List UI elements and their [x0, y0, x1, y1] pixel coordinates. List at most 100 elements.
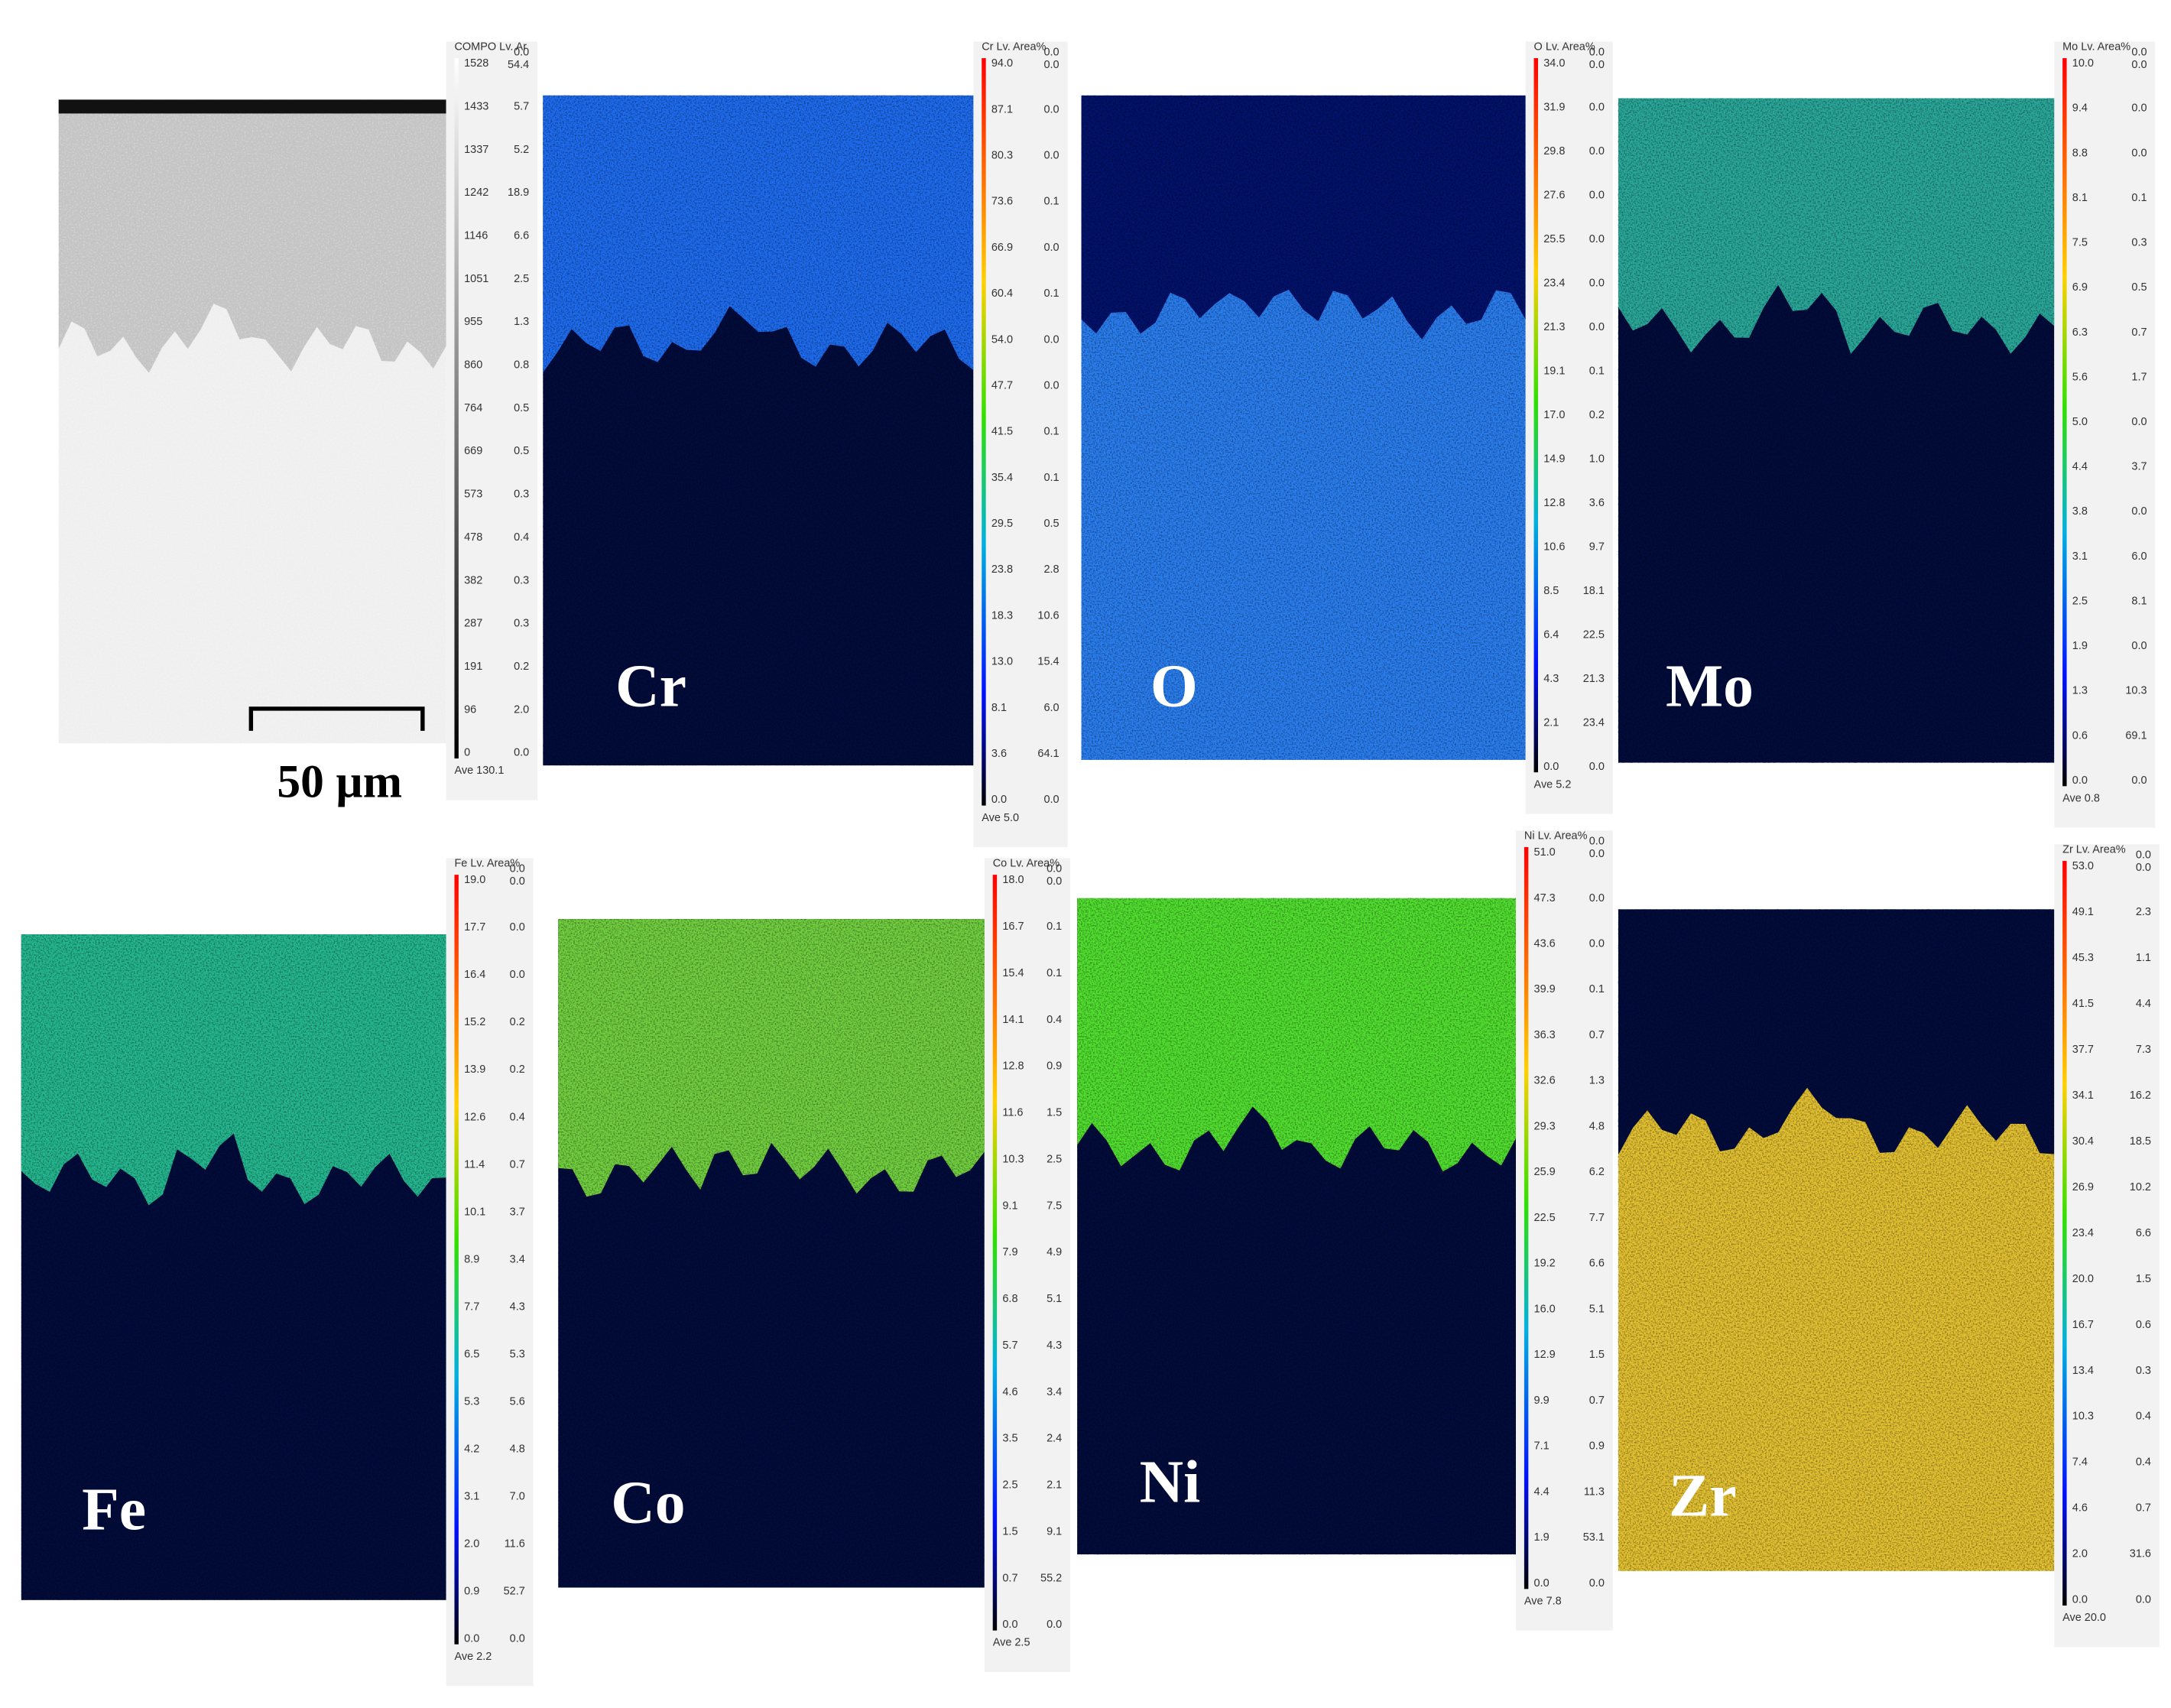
area-label: 5.7 — [514, 100, 529, 112]
map-panel: Mo Mo Lv. Area% 10.0 9.4 8.8 8.1 7.5 6.9 6.3 5.6 5… — [1618, 41, 2156, 828]
area-label: 0.0 — [1043, 149, 1059, 161]
scale-header: Fe Lv. Area% — [454, 858, 520, 870]
area-label: 0.0 — [1043, 794, 1059, 806]
area-label: 0.4 — [1047, 1014, 1062, 1026]
area-label: 0.5 — [514, 445, 529, 457]
element-label: Cr — [615, 652, 686, 719]
average-label: Ave 130.1 — [454, 765, 504, 777]
level-label: 49.1 — [2072, 906, 2094, 918]
area-label: 0.1 — [1047, 967, 1062, 979]
area-label: 4.8 — [1589, 1120, 1605, 1132]
level-label: 8.5 — [1543, 585, 1559, 597]
area-label: 0.3 — [514, 489, 529, 501]
area-label: 0.0 — [1043, 379, 1059, 391]
level-label: 32.6 — [1534, 1075, 1556, 1087]
level-label: 0.0 — [1543, 761, 1559, 773]
average-label: Ave 7.8 — [1524, 1595, 1562, 1607]
level-label: 4.3 — [1543, 673, 1559, 685]
area-label: 0.4 — [2136, 1456, 2151, 1469]
element-label: Zr — [1669, 1463, 1736, 1530]
coating-edge — [58, 99, 446, 114]
level-label: 29.5 — [991, 518, 1013, 530]
map-grain — [1077, 898, 1517, 1555]
level-label: 12.8 — [1002, 1060, 1024, 1073]
level-label: 30.4 — [2072, 1135, 2094, 1148]
area-label: 3.6 — [1589, 497, 1605, 509]
level-label: 12.6 — [464, 1111, 485, 1123]
area-label: 52.7 — [504, 1585, 525, 1597]
level-label: 96 — [464, 703, 476, 716]
level-label: 36.3 — [1534, 1029, 1556, 1041]
area-label: 0.0 — [1589, 761, 1605, 773]
level-label: 17.7 — [464, 921, 485, 934]
level-label: 5.3 — [464, 1395, 479, 1408]
area-label: 18.9 — [508, 187, 529, 199]
area-label: 0.0 — [2131, 416, 2147, 428]
level-label: 10.1 — [464, 1206, 485, 1218]
level-label: 23.4 — [2072, 1227, 2094, 1239]
level-label: 23.4 — [1543, 278, 1565, 290]
area-label: 10.2 — [2130, 1181, 2151, 1193]
area-label: 4.3 — [1047, 1339, 1062, 1352]
area-label: 0.0 — [1589, 892, 1605, 904]
area-label: 0.0 — [1047, 863, 1062, 875]
level-label: 25.5 — [1543, 233, 1565, 245]
area-label: 1.3 — [514, 316, 529, 328]
level-label: 2.0 — [2072, 1548, 2088, 1560]
scale-header: Mo Lv. Area% — [2062, 41, 2130, 53]
level-label: 13.9 — [464, 1063, 485, 1076]
level-label: 6.9 — [2072, 281, 2088, 294]
area-label: 0.6 — [2136, 1319, 2151, 1331]
level-label: 0.0 — [2072, 774, 2088, 787]
level-label: 1146 — [464, 229, 488, 242]
area-label: 0.4 — [514, 531, 529, 544]
area-label: 0.1 — [1047, 921, 1062, 933]
area-label: 1.5 — [2136, 1273, 2151, 1285]
level-label: 12.8 — [1543, 497, 1565, 509]
area-label: 2.5 — [1047, 1153, 1062, 1165]
level-label: 5.6 — [2072, 371, 2088, 383]
area-label: 0.7 — [510, 1158, 525, 1171]
map-panel: O O Lv. Area% 34.0 31.9 29.8 27.6 25.5 23.4 21.3… — [1081, 41, 1613, 814]
level-label: 11.6 — [1002, 1107, 1023, 1119]
level-label: 60.4 — [991, 287, 1013, 300]
level-label: 1.3 — [2072, 685, 2088, 697]
area-label: 0.0 — [510, 875, 525, 888]
area-label: 0.5 — [1043, 518, 1059, 530]
area-label: 0.1 — [1043, 426, 1059, 438]
area-label: 0.7 — [1589, 1029, 1605, 1041]
area-label: 0.0 — [510, 969, 525, 981]
area-label: 0.0 — [1043, 103, 1059, 115]
level-label: 2.5 — [2072, 595, 2088, 607]
area-label: 0.0 — [510, 921, 525, 934]
color-bar — [1524, 846, 1529, 1589]
area-label: 0.0 — [2131, 59, 2147, 71]
level-label: 12.9 — [1534, 1349, 1556, 1361]
color-bar — [1533, 58, 1538, 773]
level-label: 45.3 — [2072, 952, 2094, 964]
level-label: 10.3 — [1002, 1153, 1024, 1165]
level-label: 7.7 — [464, 1300, 479, 1313]
level-label: 9.4 — [2072, 102, 2088, 115]
area-label: 0.2 — [514, 661, 529, 673]
level-label: 0.0 — [464, 1632, 479, 1645]
area-label: 0.4 — [2136, 1411, 2151, 1423]
level-label: 4.4 — [1534, 1486, 1550, 1498]
scale-panel — [2054, 41, 2156, 828]
map-grain — [1081, 95, 1526, 760]
area-label: 22.5 — [1583, 628, 1605, 641]
level-label: 14.1 — [1002, 1014, 1024, 1026]
level-label: 1.9 — [2072, 640, 2088, 652]
area-label: 0.0 — [2131, 774, 2147, 787]
level-label: 41.5 — [2072, 998, 2094, 1010]
level-label: 1051 — [464, 273, 488, 285]
map-grain — [1618, 98, 2055, 763]
level-label: 34.0 — [1543, 57, 1565, 70]
average-label: Ave 2.2 — [454, 1651, 492, 1663]
level-label: 4.4 — [2072, 461, 2088, 473]
average-label: Ave 0.8 — [2062, 792, 2100, 804]
area-label: 1.3 — [1589, 1075, 1605, 1087]
area-label: 0.0 — [2131, 47, 2147, 59]
level-label: 0.0 — [991, 794, 1007, 806]
level-label: 4.6 — [1002, 1386, 1017, 1398]
